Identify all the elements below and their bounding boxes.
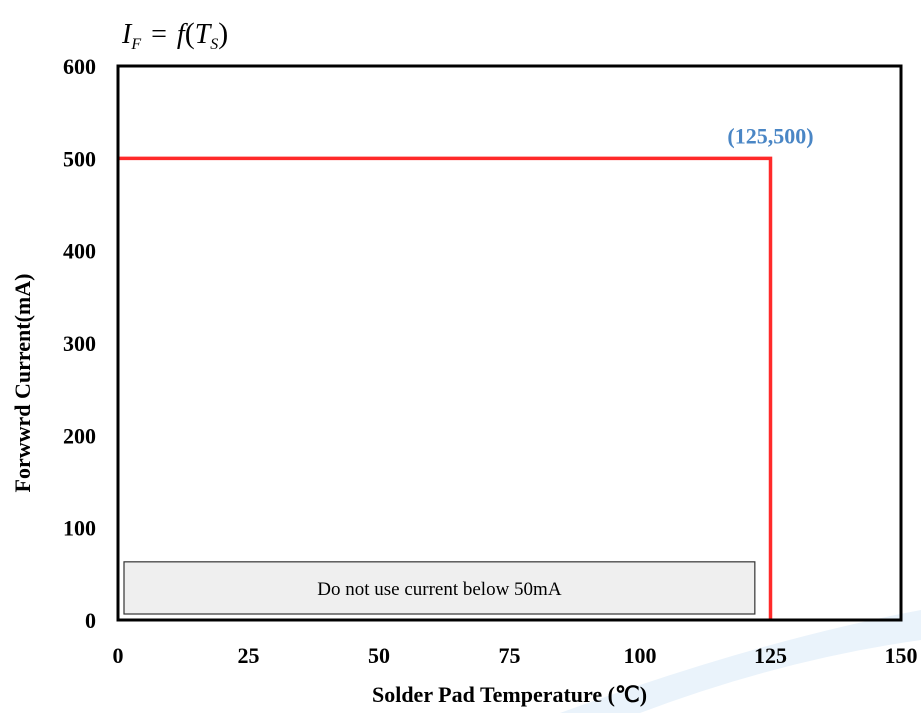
x-tick-label: 75 xyxy=(499,643,521,668)
series-layer xyxy=(118,156,773,620)
watermark xyxy=(560,610,921,713)
y-tick-label: 500 xyxy=(63,146,96,171)
x-tick-label: 150 xyxy=(885,643,918,668)
y-tick-label: 400 xyxy=(63,239,96,264)
x-tick-label: 25 xyxy=(238,643,260,668)
y-tick-label: 300 xyxy=(63,331,96,356)
data-point-label: (125,500) xyxy=(727,123,813,148)
watermark-swoosh xyxy=(560,610,921,713)
y-tick-label: 600 xyxy=(63,54,96,79)
note-box xyxy=(123,561,756,615)
y-axis-ticks: 0 100 200 300 400 500 600 xyxy=(63,54,96,633)
y-axis-title: Forwwrd Current(mA) xyxy=(10,274,35,493)
y-tick-label: 200 xyxy=(63,423,96,448)
y-tick-label: 100 xyxy=(63,516,96,541)
x-tick-label: 0 xyxy=(113,643,124,668)
y-tick-label: 0 xyxy=(85,608,96,633)
plot-area-frame xyxy=(116,64,903,622)
x-axis-title: Solder Pad Temperature (℃) xyxy=(372,682,647,707)
x-tick-label: 50 xyxy=(368,643,390,668)
annotations: (125,500) xyxy=(727,123,813,148)
chart-formula-title: IF = f(TS) xyxy=(121,17,228,53)
x-axis-ticks: 0 25 50 75 100 125 150 xyxy=(113,643,918,668)
series-line-1 xyxy=(118,156,773,620)
note-box-label: Do not use current below 50mA xyxy=(317,579,562,600)
x-tick-label: 100 xyxy=(624,643,657,668)
x-tick-label: 125 xyxy=(754,643,787,668)
